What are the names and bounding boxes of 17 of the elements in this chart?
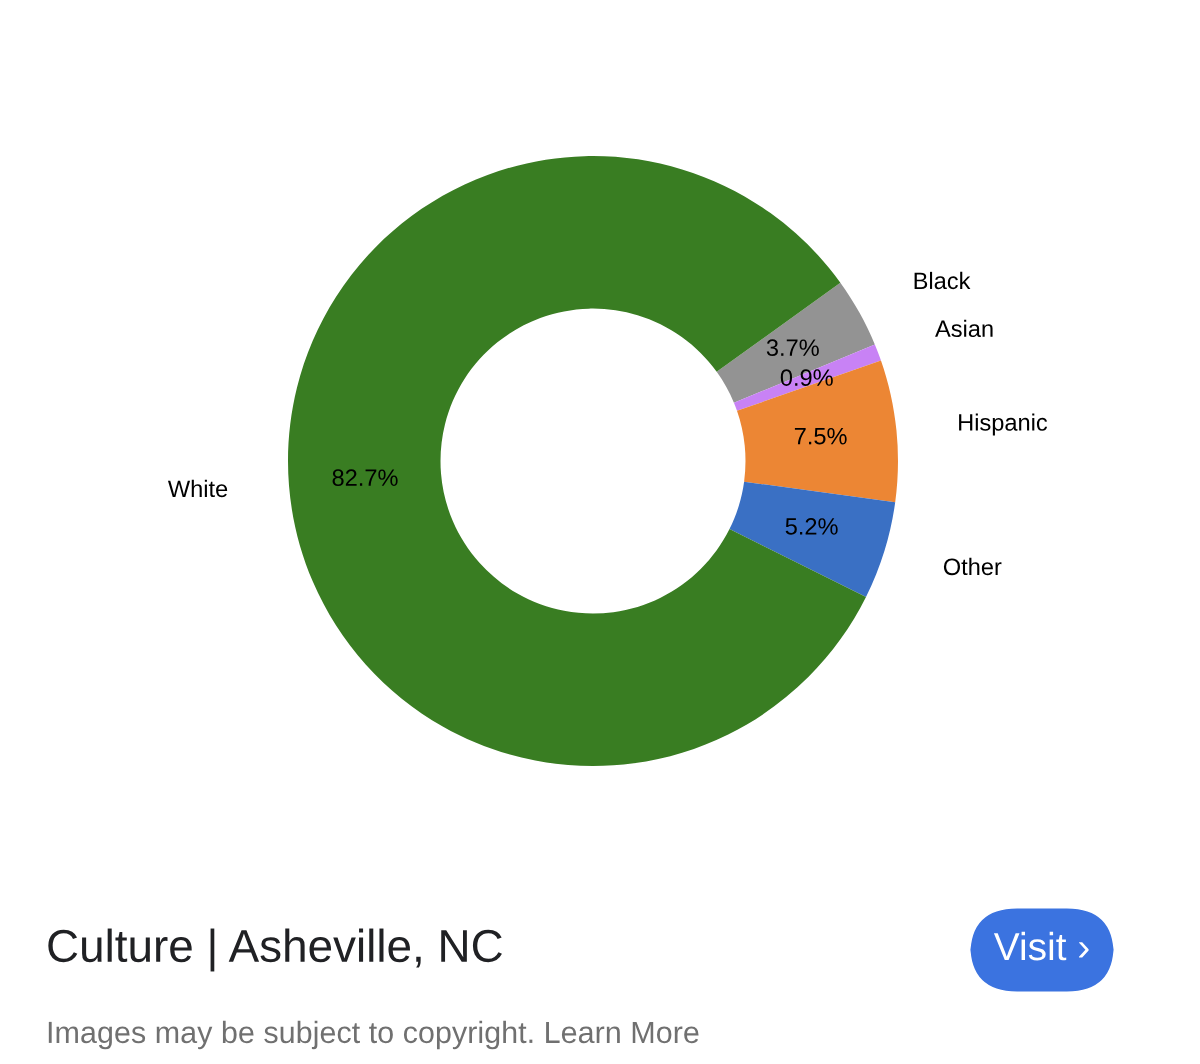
slice-label: Black bbox=[914, 271, 971, 290]
slice-label: Other bbox=[943, 557, 1002, 576]
slice-label: White bbox=[167, 479, 228, 498]
data-label: 5.2% bbox=[785, 518, 838, 535]
data-label: 0.9% bbox=[780, 369, 833, 386]
text: Images may be subject to copyright. Learn More bbox=[48, 1020, 699, 1050]
data-label: 7.5% bbox=[794, 427, 847, 445]
slice-label: Asian bbox=[935, 319, 993, 338]
slice-label: Hispanic bbox=[959, 413, 1048, 436]
data-label: 3.7% bbox=[766, 339, 819, 357]
data-label: 82.7% bbox=[332, 469, 398, 486]
donut-slice bbox=[729, 481, 896, 598]
donut-slice bbox=[736, 360, 898, 503]
donut-slice bbox=[716, 282, 875, 403]
donut-slice bbox=[288, 156, 866, 767]
text: Culture | Asheville, NC bbox=[48, 928, 502, 972]
text: Visit › bbox=[993, 931, 1089, 961]
